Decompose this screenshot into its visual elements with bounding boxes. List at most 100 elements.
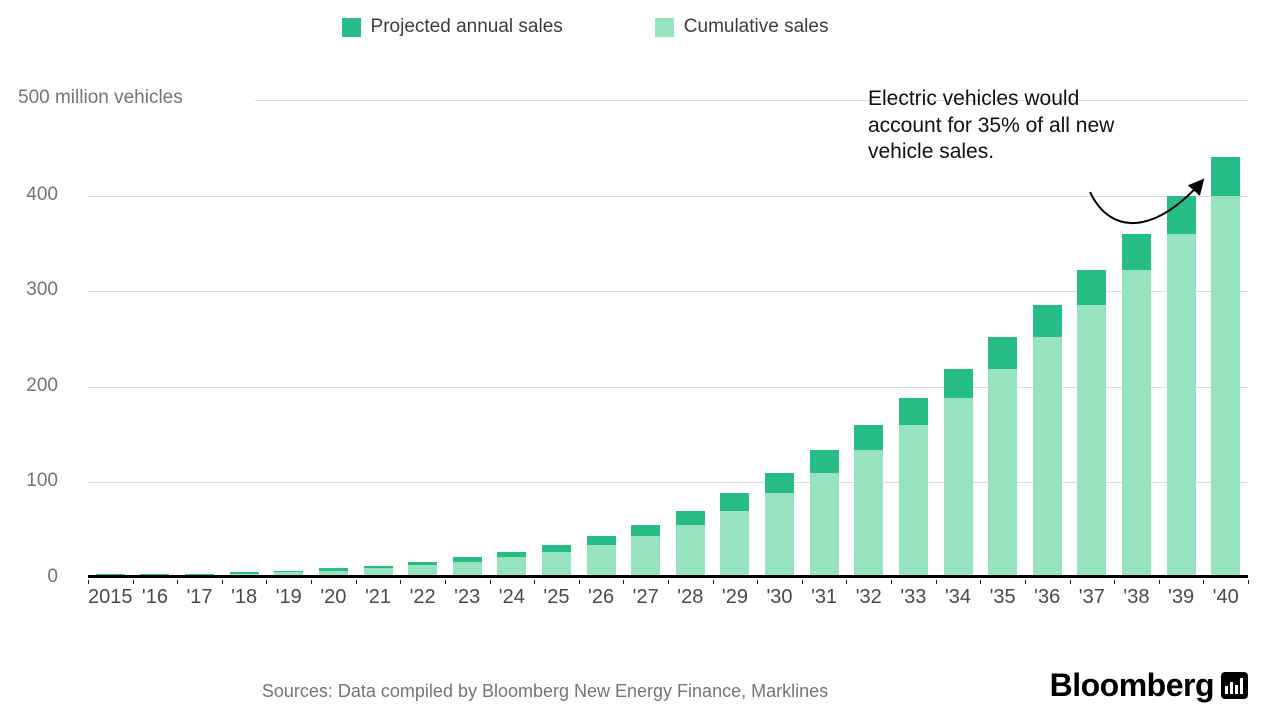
gridline-200 (88, 386, 1248, 388)
bar-cumulative (363, 568, 393, 576)
bar-projected (943, 368, 973, 399)
bar-projected (1077, 270, 1107, 305)
legend-label-cumulative: Cumulative sales (683, 16, 829, 37)
bar-projected (1121, 233, 1151, 271)
gridline-300 (88, 291, 1248, 293)
chart-legend: Projected annual sales Cumulative sales (0, 16, 1170, 38)
x-tick-label: '30 (766, 586, 793, 608)
x-axis-tick (891, 580, 893, 584)
x-tick-label: '35 (989, 586, 1016, 608)
bar-cumulative (318, 570, 348, 576)
legend-label-projected: Projected annual sales (370, 16, 563, 37)
bar-cumulative (809, 472, 839, 576)
bar-cumulative (1032, 337, 1062, 576)
x-tick-label: '37 (1078, 586, 1105, 608)
bar-cumulative (943, 398, 973, 576)
y-tick-label: 400 (26, 183, 58, 205)
x-axis-tick (1024, 580, 1026, 584)
x-tick-label: '20 (320, 586, 347, 608)
x-axis-tick (1114, 580, 1116, 584)
bar-projected (988, 337, 1018, 369)
y-tick-label: 100 (26, 470, 58, 492)
y-tick-label: 300 (26, 279, 58, 301)
x-axis-tick (980, 580, 982, 584)
x-axis-tick (757, 580, 759, 584)
bar-cumulative (854, 449, 884, 576)
gridline-100 (88, 482, 1248, 484)
x-axis-tick (534, 580, 536, 584)
bar-projected (274, 570, 304, 573)
bar-projected (854, 424, 884, 450)
x-tick-label: '39 (1168, 586, 1195, 608)
x-axis-tick (623, 580, 625, 584)
bar-cumulative (229, 573, 259, 576)
y-tick-label: 200 (26, 374, 58, 396)
x-axis-baseline (88, 575, 1248, 578)
bar-cumulative (765, 492, 795, 576)
bar-projected (318, 568, 348, 571)
x-axis-tick (1158, 580, 1160, 584)
bloomberg-wordmark: Bloomberg (1049, 667, 1215, 703)
bar-projected (675, 511, 705, 526)
x-tick-label: '26 (588, 586, 615, 608)
x-tick-label: '31 (811, 586, 838, 608)
y-axis-unit-label: 500 million vehicles (18, 87, 183, 108)
x-axis-tick (712, 580, 714, 584)
x-axis-tick (311, 580, 313, 584)
bar-cumulative (408, 565, 438, 576)
bar-projected (898, 398, 928, 425)
bar-projected (363, 565, 393, 569)
x-axis-tick (935, 580, 937, 584)
bar-projected (1211, 157, 1241, 196)
x-tick-label: '25 (543, 586, 570, 608)
x-axis-tick (88, 580, 89, 584)
x-axis-tick (400, 580, 402, 584)
bar-projected (586, 536, 616, 545)
x-tick-label: '38 (1123, 586, 1150, 608)
x-axis-tick (266, 580, 268, 584)
x-tick-label: '40 (1212, 586, 1239, 608)
bar-cumulative (541, 552, 571, 576)
x-tick-label: '21 (364, 586, 392, 608)
x-tick-label: '19 (275, 586, 302, 608)
bar-projected (1032, 304, 1062, 337)
bar-projected (809, 449, 839, 473)
x-axis-tick (801, 580, 803, 584)
bar-projected (1166, 195, 1196, 234)
legend-swatch-cumulative-icon (654, 17, 674, 37)
legend-item-cumulative: Cumulative sales (654, 16, 829, 38)
bar-projected (229, 572, 259, 574)
legend-item-projected: Projected annual sales (341, 16, 563, 38)
x-tick-label: '16 (141, 586, 168, 608)
x-tick-label: '18 (231, 586, 258, 608)
bar-cumulative (1121, 270, 1151, 576)
bar-projected (408, 562, 438, 566)
x-axis-tick (177, 580, 179, 584)
x-axis-tick (1203, 580, 1205, 584)
gridline-400 (88, 195, 1248, 197)
bar-cumulative (1166, 233, 1196, 576)
bar-cumulative (720, 511, 750, 576)
y-tick-label: 0 (47, 566, 58, 587)
x-axis-tick (846, 580, 848, 584)
x-tick-label: '22 (409, 586, 436, 608)
bar-cumulative (631, 536, 661, 576)
x-tick-label: '34 (944, 586, 972, 608)
x-tick-label: '17 (186, 586, 213, 608)
bloomberg-chart-icon (1221, 672, 1248, 699)
x-axis-tick (355, 580, 357, 584)
x-axis-tick (132, 580, 134, 584)
x-axis-tick (1069, 580, 1071, 584)
bar-cumulative (1211, 195, 1241, 576)
x-tick-label: 2015 (88, 586, 133, 608)
x-tick-label: '24 (498, 586, 525, 608)
bar-projected (95, 574, 125, 575)
bloomberg-logo: Bloomberg (1050, 667, 1248, 704)
x-tick-label: '27 (632, 586, 659, 608)
bar-cumulative (452, 562, 482, 576)
bar-projected (720, 492, 750, 511)
bar-cumulative (586, 544, 616, 576)
legend-swatch-projected-icon (341, 17, 361, 37)
x-tick-label: '36 (1034, 586, 1061, 608)
